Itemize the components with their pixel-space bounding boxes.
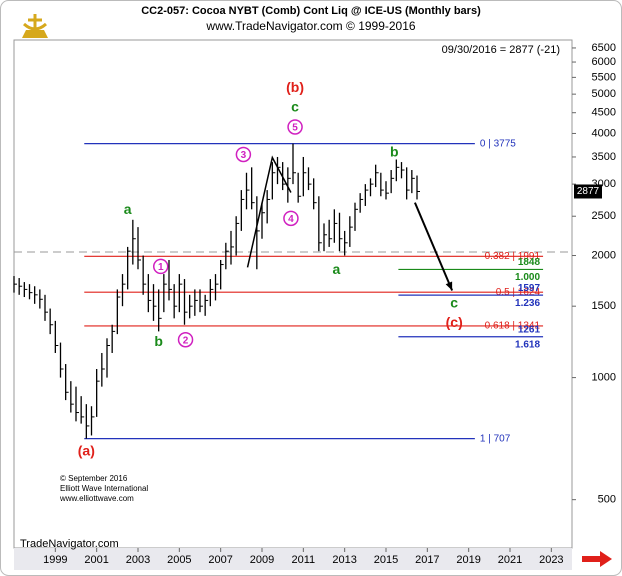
- logo: [22, 14, 48, 38]
- x-tick-label: 2023: [539, 554, 563, 566]
- y-tick-label: 1000: [592, 372, 616, 384]
- x-tick-label: 2005: [167, 554, 191, 566]
- y-tick-label: 3500: [592, 151, 616, 163]
- x-tick-label: 2021: [498, 554, 522, 566]
- y-tick-label: 1500: [592, 300, 616, 312]
- wave-label: 2: [183, 335, 189, 346]
- wave-label: 5: [292, 123, 298, 134]
- target-ratio: 1.236: [515, 298, 540, 309]
- wave-label: b: [390, 144, 399, 160]
- y-tick-label: 500: [598, 494, 616, 506]
- chart-subtitle: www.TradeNavigator.com © 1999-2016: [205, 19, 415, 33]
- credit: Elliott Wave International: [60, 484, 148, 493]
- wave-line: [246, 155, 292, 268]
- target-value: 1597: [518, 283, 541, 294]
- credit: www.elliottwave.com: [59, 494, 134, 503]
- x-tick-label: 2015: [374, 554, 398, 566]
- target-value: 1261: [518, 324, 541, 335]
- y-tick-label: 2500: [592, 210, 616, 222]
- x-tick-label: 2017: [415, 554, 439, 566]
- y-tick-label: 4000: [592, 127, 616, 139]
- arrow-head: [445, 281, 453, 291]
- fib-label: 1 | 707: [480, 433, 511, 444]
- target-ratio: 1.618: [515, 339, 540, 350]
- scroll-arrow[interactable]: [582, 551, 612, 567]
- credit: © September 2016: [60, 474, 128, 483]
- y-tick-label: 5000: [592, 88, 616, 100]
- projection: [414, 202, 454, 291]
- wave-label: c: [450, 294, 458, 310]
- target-value: 1848: [518, 257, 541, 268]
- last-price-label: 09/30/2016 = 2877 (-21): [442, 44, 560, 56]
- y-tick-label: 5500: [592, 71, 616, 83]
- x-tick-label: 2003: [126, 554, 150, 566]
- wave-label: a: [124, 201, 132, 217]
- x-axis-band: [14, 548, 572, 570]
- wave-label: b: [154, 333, 163, 349]
- wave-label: (a): [78, 442, 95, 458]
- fib-label: 0.618 | 1341: [485, 321, 541, 332]
- wave-circle: [287, 119, 303, 135]
- x-tick-label: 2001: [84, 554, 108, 566]
- fib-label: 0 | 3775: [480, 138, 516, 149]
- wave-label: 4: [288, 214, 294, 225]
- y-tick-label: 4500: [592, 107, 616, 119]
- target-ratio: 1.000: [515, 272, 540, 283]
- fib-label: 0.382 | 1991: [485, 251, 541, 262]
- x-tick-label: 2009: [250, 554, 274, 566]
- last-price-box: [574, 184, 602, 199]
- wave-label: (c): [446, 314, 463, 330]
- chart-title: CC2-057: Cocoa NYBT (Comb) Cont Liq @ IC…: [141, 5, 481, 17]
- x-tick-label: 2007: [208, 554, 232, 566]
- x-tick-label: 2019: [456, 554, 480, 566]
- wave-circle: [283, 210, 299, 227]
- wave-circle: [177, 331, 194, 348]
- wave-label: (b): [286, 79, 304, 95]
- last-price: 2877: [577, 186, 600, 197]
- y-tick-label: 6000: [592, 56, 616, 68]
- x-tick-label: 2013: [332, 554, 356, 566]
- footer: TradeNavigator.com: [20, 538, 119, 550]
- wave-label: 3: [241, 150, 247, 161]
- wave-label: c: [291, 99, 299, 115]
- wave-circle: [152, 258, 169, 275]
- y-tick-label: 2000: [592, 249, 616, 261]
- x-tick-label: 2011: [292, 554, 316, 566]
- wave-circle: [235, 146, 252, 163]
- wave-label: a: [333, 261, 341, 277]
- wave-label: 1: [158, 262, 164, 273]
- fib-label: 0.5 | 1624: [496, 287, 541, 298]
- y-tick-label: 6500: [592, 42, 616, 54]
- x-tick-label: 1999: [43, 554, 67, 566]
